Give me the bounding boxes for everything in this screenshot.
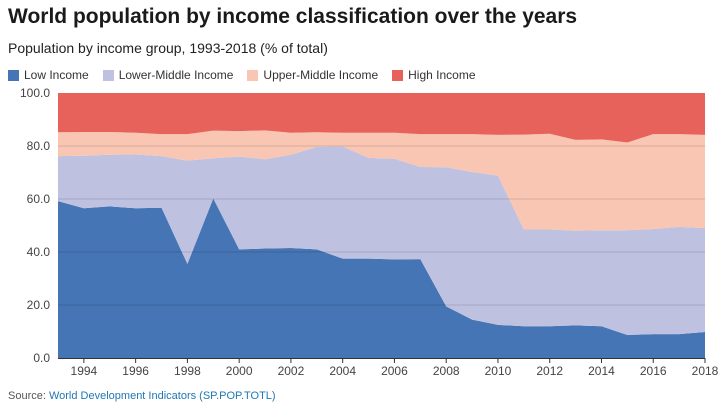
legend: Low Income Lower-Middle Income Upper-Mid… (8, 67, 490, 83)
y-tick-label-2: 40.0 (27, 245, 51, 259)
legend-swatch-low-income (8, 69, 19, 81)
legend-swatch-upper-middle-income (247, 69, 259, 81)
y-tick-label-1: 20.0 (27, 298, 51, 312)
legend-label-lower-middle-income: Lower-Middle Income (118, 68, 234, 82)
source-link[interactable]: World Development Indicators (SP.POP.TOT… (48, 390, 276, 402)
y-tick-label-5: 100.0 (20, 86, 50, 100)
x-tick-label-5: 2004 (329, 364, 356, 378)
legend-item-high-income[interactable]: High Income (392, 68, 476, 82)
x-tick-label-0: 1994 (71, 364, 98, 378)
x-tick-label-8: 2010 (485, 364, 512, 378)
legend-item-low-income[interactable]: Low Income (8, 68, 89, 82)
source-note: Source: World Development Indicators (SP… (8, 390, 276, 402)
source-prefix: Source: (8, 390, 49, 402)
x-tick-label-9: 2012 (536, 364, 563, 378)
x-tick-label-3: 2000 (226, 364, 253, 378)
x-tick-label-4: 2002 (278, 364, 305, 378)
legend-label-upper-middle-income: Upper-Middle Income (263, 68, 379, 82)
area-upper-middle-income (58, 130, 705, 231)
x-tick-label-7: 2008 (433, 364, 460, 378)
x-tick-label-10: 2014 (588, 364, 615, 378)
y-tick-label-0: 0.0 (33, 351, 50, 365)
x-tick-label-1: 1996 (122, 364, 149, 378)
x-tick-label-11: 2016 (640, 364, 667, 378)
x-tick-label-6: 2006 (381, 364, 408, 378)
area-high-income (58, 93, 705, 143)
legend-item-lower-middle-income[interactable]: Lower-Middle Income (102, 68, 234, 82)
legend-label-high-income: High Income (408, 68, 476, 82)
chart-subtitle: Population by income group, 1993-2018 (%… (8, 40, 328, 56)
area-low-income (58, 198, 705, 358)
legend-swatch-high-income (392, 69, 404, 81)
x-tick-label-12: 2018 (692, 364, 719, 378)
legend-item-upper-middle-income[interactable]: Upper-Middle Income (247, 68, 378, 82)
chart-title: World population by income classificatio… (8, 5, 578, 28)
area-lower-middle-income (58, 146, 705, 335)
legend-label-low-income: Low Income (24, 68, 89, 82)
x-tick-label-2: 1998 (174, 364, 201, 378)
y-tick-label-4: 80.0 (27, 139, 51, 153)
legend-swatch-lower-middle-income (102, 69, 114, 81)
y-tick-label-3: 60.0 (27, 192, 51, 206)
